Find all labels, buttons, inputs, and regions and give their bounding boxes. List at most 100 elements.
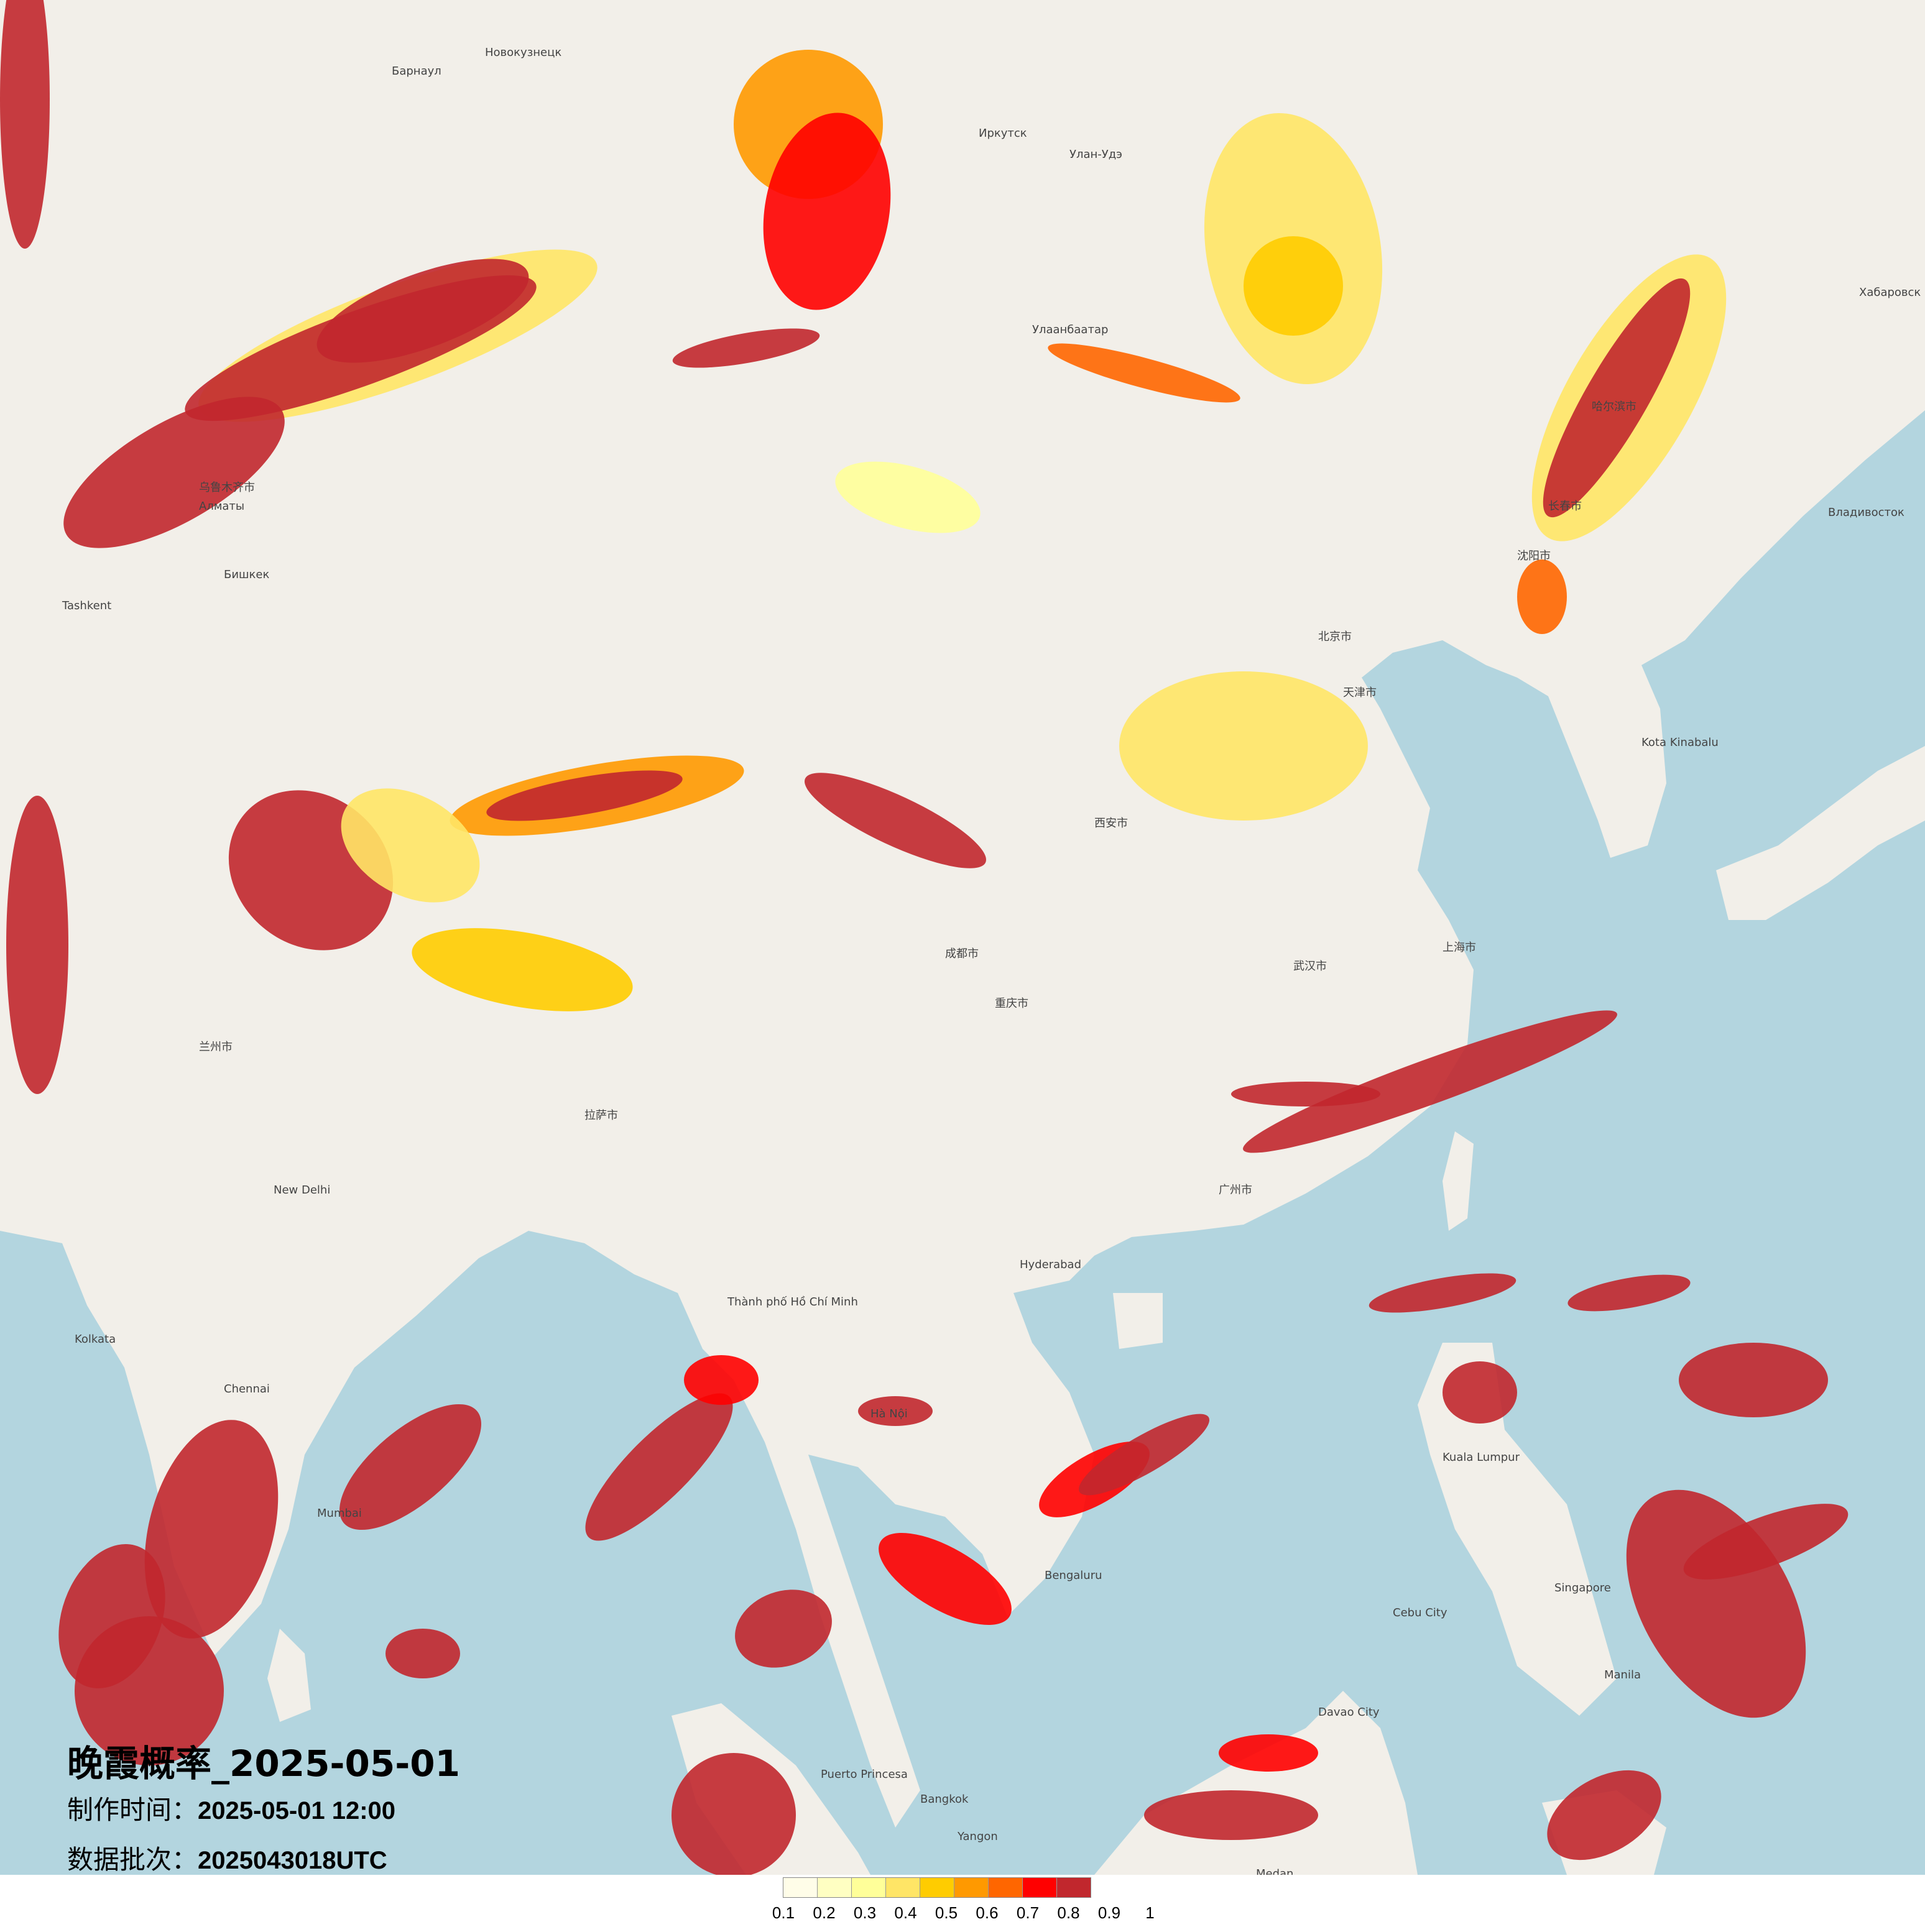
place-label: 沈阳市 [1517, 550, 1551, 563]
place-label: Бишкек [224, 568, 269, 581]
place-label: 拉萨市 [584, 1109, 618, 1122]
probability-blob [1517, 559, 1567, 634]
place-label: Davao City [1318, 1706, 1380, 1719]
legend-swatch [818, 1878, 852, 1897]
place-label: 长春市 [1548, 500, 1582, 513]
place-label: Bangkok [920, 1793, 969, 1806]
legend-swatch [1023, 1878, 1057, 1897]
place-label: Kota Kinabalu [1641, 736, 1719, 749]
probability-blob [58, 1543, 165, 1689]
place-label: Mumbai [317, 1507, 362, 1520]
probability-blob [1547, 1770, 1661, 1861]
place-label: Yangon [957, 1830, 998, 1843]
place-label: 广州市 [1219, 1184, 1252, 1197]
probability-blob [1683, 1504, 1849, 1580]
legend-tick: 0.8 [1057, 1903, 1080, 1922]
probability-blob [684, 1355, 759, 1405]
place-label: Улаанбаатар [1032, 323, 1108, 336]
place-label: Барнаул [392, 65, 441, 78]
place-label: Хабаровск [1859, 286, 1921, 299]
legend-tick: 0.1 [772, 1903, 795, 1922]
legend-tick: 0.4 [894, 1903, 917, 1922]
place-label: 上海市 [1443, 941, 1476, 954]
place-label: 西安市 [1094, 817, 1128, 830]
land-hainan [1113, 1293, 1163, 1349]
probability-blob [1679, 1343, 1828, 1417]
place-label: Kuala Lumpur [1443, 1451, 1520, 1464]
sea [0, 410, 1925, 1875]
probability-blob [858, 1396, 933, 1426]
legend-swatch [920, 1878, 954, 1897]
place-label: 重庆市 [995, 997, 1028, 1010]
probability-blob [1219, 1734, 1318, 1772]
place-label: Puerto Princesa [821, 1768, 908, 1781]
probability-blob [1369, 1273, 1516, 1313]
legend-swatch [852, 1878, 886, 1897]
place-label: Singapore [1554, 1581, 1611, 1594]
legend-tick: 0.7 [1016, 1903, 1040, 1922]
place-label: 北京市 [1318, 630, 1352, 643]
production-time-label: 制作时间： [67, 1795, 198, 1825]
probability-blob [835, 461, 981, 533]
color-legend [783, 1877, 1091, 1898]
place-label: 成都市 [945, 947, 979, 960]
legend-ticks: 0.1 0.2 0.3 0.4 0.5 0.6 0.7 0.8 0.9 1 [771, 1903, 1169, 1928]
place-labels: Новокузнецк Барнаул Иркутск Улан-Удэ Улаанба… [62, 46, 1921, 1875]
legend-tick: 0.9 [1097, 1903, 1121, 1922]
probability-blob [6, 796, 68, 1094]
probability-blob [763, 113, 891, 310]
legend-swatch [886, 1878, 920, 1897]
place-label: Medan [1256, 1867, 1293, 1875]
probability-blob [1079, 1414, 1209, 1496]
production-time-value: 2025-05-01 12:00 [198, 1797, 396, 1824]
land-korea-japan [1716, 746, 1925, 920]
legend-tick: 0.6 [976, 1903, 999, 1922]
place-label: Cebu City [1393, 1606, 1447, 1619]
place-label: Владивосток [1828, 506, 1904, 519]
legend-tick: 0.3 [853, 1903, 877, 1922]
place-label: Manila [1604, 1668, 1641, 1681]
place-label: 天津市 [1343, 686, 1377, 699]
place-label: Kolkata [75, 1333, 116, 1346]
place-label: Алматы [199, 500, 244, 513]
probability-overlay [0, 0, 1849, 1875]
probability-blob [672, 1753, 796, 1875]
probability-blob [735, 1589, 832, 1668]
place-label: Chennai [224, 1382, 270, 1396]
probability-blob [1567, 1274, 1691, 1312]
legend-swatch [783, 1878, 818, 1897]
probability-blob [1231, 1082, 1380, 1106]
place-label: Иркутск [979, 127, 1027, 140]
probability-blob [385, 1629, 460, 1678]
production-time: 制作时间：2025-05-01 12:00 [67, 1789, 395, 1827]
probability-blob [1048, 343, 1240, 403]
place-label: Tashkent [62, 599, 111, 612]
probability-blob [339, 1404, 481, 1530]
legend-tick: 1 [1145, 1903, 1155, 1922]
probability-blob [0, 0, 50, 249]
probability-blob [805, 773, 986, 868]
data-batch-label: 数据批次： [67, 1844, 198, 1875]
legend-tick: 0.5 [935, 1903, 958, 1922]
data-batch: 数据批次：2025043018UTC [67, 1839, 387, 1877]
place-label: Bengaluru [1045, 1569, 1102, 1582]
probability-blob [1244, 236, 1343, 336]
map-title: 晚霞概率_2025-05-01 [67, 1742, 460, 1785]
place-label: Улан-Удэ [1069, 148, 1122, 161]
probability-blob [486, 770, 683, 821]
probability-blob [1144, 1790, 1318, 1840]
land-srilanka [267, 1629, 311, 1722]
place-label: Hà Nội [870, 1407, 908, 1420]
data-batch-value: 2025043018UTC [198, 1847, 387, 1874]
probability-blob [879, 1533, 1012, 1625]
place-label: Thành phố Hồ Chí Minh [727, 1295, 858, 1309]
probability-blob [1243, 1010, 1617, 1153]
legend-swatch [954, 1878, 989, 1897]
probability-blob [1443, 1361, 1517, 1424]
probability-blob [412, 928, 633, 1011]
place-label: 乌鲁木齐市 [199, 481, 255, 494]
map-canvas[interactable]: Новокузнецк Барнаул Иркутск Улан-Удэ Улаанба… [0, 0, 1925, 1875]
place-label: New Delhi [274, 1184, 330, 1197]
place-label: Hyderabad [1020, 1258, 1081, 1271]
probability-blob [144, 1420, 279, 1639]
